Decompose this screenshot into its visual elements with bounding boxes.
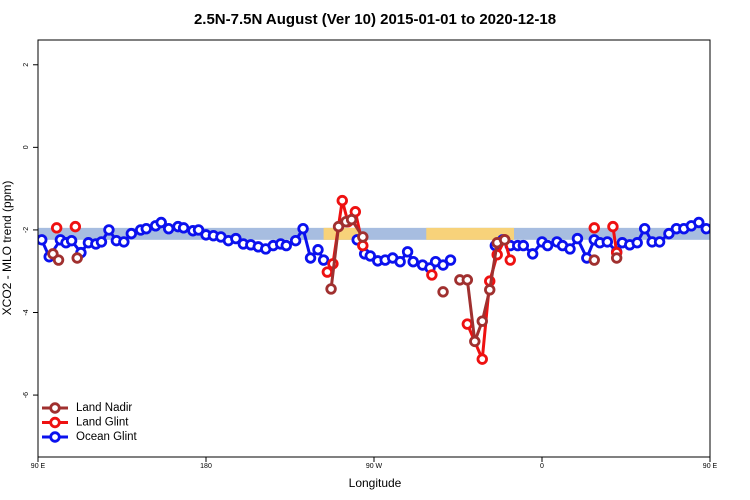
x-tick-label: 90 W	[366, 463, 383, 470]
series-point	[426, 269, 438, 281]
series-point	[401, 246, 414, 258]
series-point	[498, 234, 511, 246]
x-tick-label: 180	[200, 463, 212, 470]
series-point	[588, 222, 600, 234]
series-point	[304, 252, 317, 264]
series-point	[162, 222, 175, 235]
series-point	[444, 254, 457, 266]
series-point	[476, 315, 488, 327]
x-tick-label: 90 E	[31, 463, 46, 470]
series-point	[461, 274, 474, 286]
plot-frame	[37, 39, 711, 458]
series-point	[541, 239, 554, 252]
series-point	[607, 220, 619, 233]
legend-marker	[49, 402, 61, 414]
series-point	[297, 222, 309, 235]
series-point	[325, 283, 337, 295]
series-point	[52, 254, 65, 266]
y-tick-label: -6	[23, 392, 30, 398]
series-point	[177, 222, 190, 234]
x-tick-label: 90 E	[703, 463, 718, 470]
plot-area	[38, 194, 710, 365]
band	[38, 227, 710, 240]
y-tick-label: -4	[23, 309, 30, 315]
highlight	[323, 227, 360, 240]
y-tick-label: -2	[23, 227, 30, 233]
series-point	[638, 222, 651, 235]
series-point	[312, 244, 324, 256]
series-point	[280, 239, 292, 252]
series-point	[71, 252, 83, 264]
series-point	[103, 224, 115, 236]
series-point	[317, 254, 330, 266]
legend-marker	[49, 431, 61, 443]
series-point	[564, 243, 576, 255]
y-tick-label: 2	[23, 63, 30, 67]
series-point	[357, 231, 369, 243]
series-point	[504, 254, 516, 266]
series-point	[155, 216, 167, 229]
series-point	[526, 248, 539, 260]
series-point	[700, 222, 710, 235]
series-point	[50, 222, 63, 234]
series-point	[118, 236, 130, 248]
series-point	[601, 236, 614, 248]
legend-label: Ocean Glint	[76, 431, 138, 443]
series-point	[588, 254, 600, 266]
x-tick-label: 0	[540, 463, 544, 470]
y-axis-label: XCO2 - MLO trend (ppm)	[0, 181, 14, 316]
series-point	[693, 216, 705, 229]
x-axis-label: Longitude	[349, 476, 402, 490]
series-point	[610, 252, 623, 264]
y-tick-label: 0	[23, 145, 30, 149]
series-point	[437, 259, 449, 271]
series-point	[345, 213, 358, 226]
series-point	[125, 227, 138, 240]
series-point	[394, 256, 406, 268]
series-point	[653, 236, 666, 248]
series-point	[321, 266, 334, 278]
series-point	[407, 256, 419, 268]
highlight	[426, 227, 514, 240]
series-point	[663, 227, 675, 240]
legend-marker	[49, 416, 61, 429]
chart-title: 2.5N-7.5N August (Ver 10) 2015-01-01 to …	[194, 11, 556, 28]
series-point	[69, 220, 82, 233]
series-point	[461, 318, 474, 330]
legend-label: Land Glint	[76, 417, 129, 429]
series-point	[230, 232, 242, 245]
series-point	[95, 236, 108, 248]
series-point	[364, 250, 376, 262]
series-point	[38, 234, 48, 246]
series-point	[469, 335, 481, 348]
series-point	[65, 234, 78, 247]
series-point	[631, 237, 643, 249]
series-point	[192, 224, 205, 236]
series-point	[437, 286, 449, 298]
series-point	[517, 239, 530, 252]
legend-label: Land Nadir	[76, 402, 132, 414]
series-point	[140, 222, 152, 235]
series-point	[289, 234, 302, 247]
series-point	[484, 284, 496, 296]
series-point	[336, 194, 348, 207]
series-point	[571, 232, 584, 245]
series-point	[332, 220, 345, 233]
series-point	[476, 353, 488, 365]
